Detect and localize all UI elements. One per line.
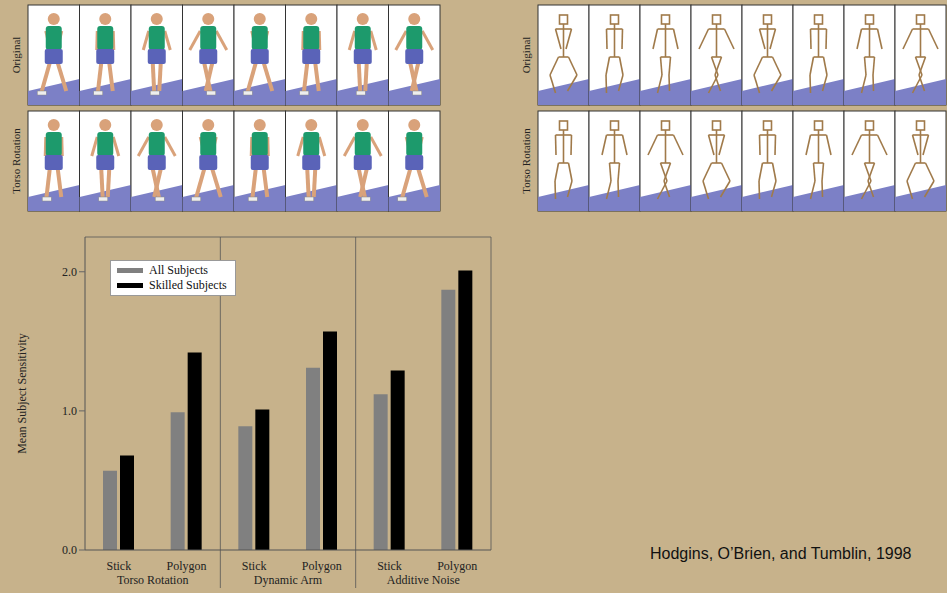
svg-text:Polygon: Polygon xyxy=(302,559,342,573)
svg-text:Stick: Stick xyxy=(106,559,131,573)
svg-text:Dynamic Arm: Dynamic Arm xyxy=(254,573,323,587)
svg-text:Torso Rotation: Torso Rotation xyxy=(117,573,189,587)
html-text:All Subjects: All Subjects xyxy=(149,263,208,277)
html-text:Skilled Subjects: Skilled Subjects xyxy=(149,278,227,292)
svg-text:Stick: Stick xyxy=(242,559,267,573)
svg-text:Original: Original xyxy=(520,37,532,74)
svg-text:1.0: 1.0 xyxy=(62,404,77,418)
svg-text:Torso Rotation: Torso Rotation xyxy=(520,128,532,194)
svg-text:Stick: Stick xyxy=(377,559,402,573)
svg-text:Polygon: Polygon xyxy=(437,559,477,573)
svg-text:Additive Noise: Additive Noise xyxy=(387,573,460,587)
svg-text:0.0: 0.0 xyxy=(62,543,77,557)
svg-text:Polygon: Polygon xyxy=(166,559,206,573)
svg-text:Torso Rotation: Torso Rotation xyxy=(10,128,22,194)
svg-text:Original: Original xyxy=(10,37,22,74)
svg-text:2.0: 2.0 xyxy=(62,265,77,279)
html-text:Hodgins, O’Brien, and Tumblin,: Hodgins, O’Brien, and Tumblin, 1998 xyxy=(650,545,912,562)
svg-text:Mean Subject Sensitivity: Mean Subject Sensitivity xyxy=(15,333,29,454)
